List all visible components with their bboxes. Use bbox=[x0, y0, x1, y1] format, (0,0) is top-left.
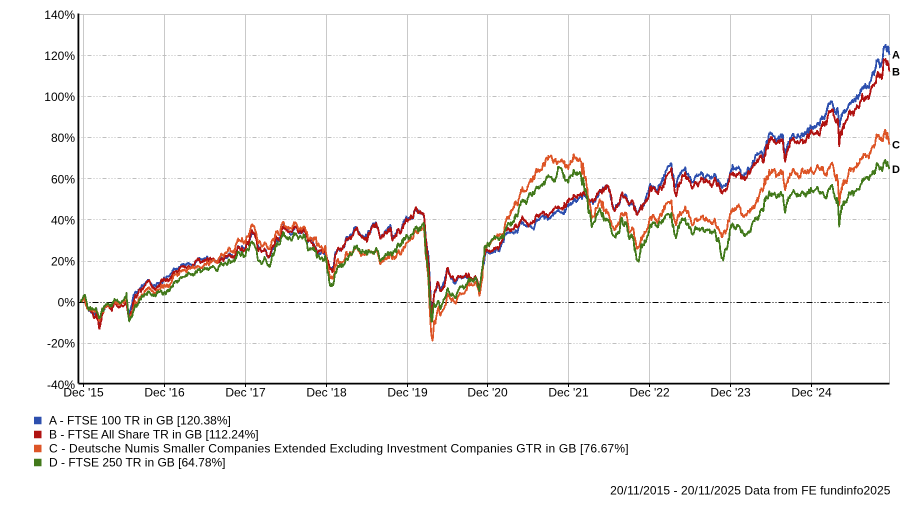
svg-text:Dec '24: Dec '24 bbox=[791, 386, 832, 400]
svg-text:B: B bbox=[892, 67, 900, 79]
svg-text:C: C bbox=[892, 140, 900, 152]
svg-text:40%: 40% bbox=[51, 213, 75, 227]
svg-text:80%: 80% bbox=[51, 131, 75, 145]
svg-text:Dec '17: Dec '17 bbox=[225, 386, 266, 400]
svg-text:C - Deutsche Numis Smaller Com: C - Deutsche Numis Smaller Companies Ext… bbox=[49, 442, 629, 456]
svg-text:0%: 0% bbox=[58, 296, 76, 310]
svg-text:Dec '23: Dec '23 bbox=[710, 386, 751, 400]
svg-text:140%: 140% bbox=[44, 8, 75, 22]
svg-text:B - FTSE All Share TR in GB [1: B - FTSE All Share TR in GB [112.24%] bbox=[49, 428, 259, 442]
svg-text:A: A bbox=[892, 50, 900, 62]
svg-text:20/11/2015 - 20/11/2025 Data f: 20/11/2015 - 20/11/2025 Data from FE fun… bbox=[610, 484, 891, 498]
svg-text:120%: 120% bbox=[44, 49, 75, 63]
svg-text:Dec '18: Dec '18 bbox=[306, 386, 347, 400]
svg-text:Dec '22: Dec '22 bbox=[629, 386, 670, 400]
svg-text:D - FTSE 250 TR in GB [64.78%]: D - FTSE 250 TR in GB [64.78%] bbox=[49, 456, 226, 470]
svg-text:-40%: -40% bbox=[47, 378, 75, 392]
svg-text:Dec '21: Dec '21 bbox=[548, 386, 589, 400]
svg-text:100%: 100% bbox=[44, 90, 75, 104]
svg-text:20%: 20% bbox=[51, 255, 75, 269]
svg-text:D: D bbox=[892, 164, 900, 176]
svg-text:Dec '16: Dec '16 bbox=[144, 386, 185, 400]
svg-text:A - FTSE 100 TR in GB [120.38%: A - FTSE 100 TR in GB [120.38%] bbox=[49, 414, 231, 428]
svg-text:-20%: -20% bbox=[47, 337, 75, 351]
svg-text:Dec '19: Dec '19 bbox=[387, 386, 428, 400]
svg-text:Dec '15: Dec '15 bbox=[63, 386, 104, 400]
svg-text:Dec '20: Dec '20 bbox=[467, 386, 508, 400]
svg-text:60%: 60% bbox=[51, 172, 75, 186]
